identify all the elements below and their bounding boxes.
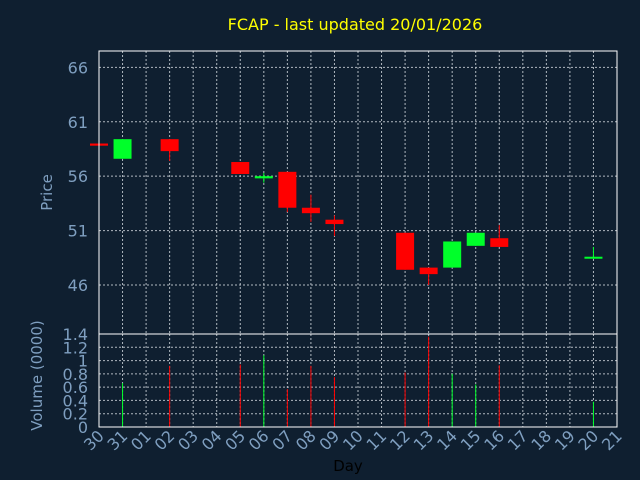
candle-body bbox=[584, 256, 603, 259]
candle-body bbox=[278, 171, 297, 208]
candle-body bbox=[419, 267, 438, 275]
price-y-axis-ticks: 46 51 56 61 66 bbox=[68, 58, 88, 295]
candle-body bbox=[231, 162, 250, 174]
volume-axis-label: Volume (0000) bbox=[28, 320, 46, 430]
chart-title: FCAP - last updated 20/01/2026 bbox=[228, 15, 483, 34]
price-tick-label: 56 bbox=[68, 167, 88, 186]
volume-tick-label: 1.2 bbox=[63, 338, 88, 357]
volume-tick-label: 1 bbox=[78, 352, 88, 371]
candle-body bbox=[396, 232, 415, 270]
price-candles bbox=[90, 139, 603, 286]
price-tick-label: 66 bbox=[68, 58, 88, 77]
volume-gridlines bbox=[99, 333, 617, 428]
volume-tick-label: 0.4 bbox=[63, 391, 88, 410]
candle-body bbox=[325, 219, 344, 225]
price-tick-label: 61 bbox=[68, 113, 88, 132]
price-tick-label: 46 bbox=[68, 276, 88, 295]
candle-body bbox=[466, 232, 485, 246]
candle-body bbox=[254, 176, 273, 179]
day-tick-label: 21 bbox=[598, 426, 626, 454]
volume-tick-label: 0.2 bbox=[63, 405, 88, 424]
price-gridlines bbox=[99, 51, 617, 334]
day-axis-label: Day bbox=[333, 457, 363, 475]
volume-y-axis-ticks: 00.20.40.60.811.21.4 bbox=[63, 325, 88, 437]
day-axis-ticks: 3031010203040506070809101112131415161718… bbox=[80, 426, 626, 454]
candle-body bbox=[113, 139, 132, 159]
candle-body bbox=[160, 139, 179, 152]
volume-bars bbox=[122, 336, 594, 427]
volume-tick-label: 0.6 bbox=[63, 378, 88, 397]
volume-tick-label: 0 bbox=[78, 418, 88, 437]
candle-body bbox=[301, 207, 320, 214]
price-tick-label: 51 bbox=[68, 222, 88, 241]
volume-tick-label: 0.8 bbox=[63, 365, 88, 384]
volume-panel-frame bbox=[98, 333, 618, 428]
candle-body bbox=[490, 238, 509, 247]
price-axis-label: Price bbox=[38, 174, 56, 211]
volume-tick-label: 1.4 bbox=[63, 325, 88, 344]
candle-body bbox=[443, 241, 462, 268]
